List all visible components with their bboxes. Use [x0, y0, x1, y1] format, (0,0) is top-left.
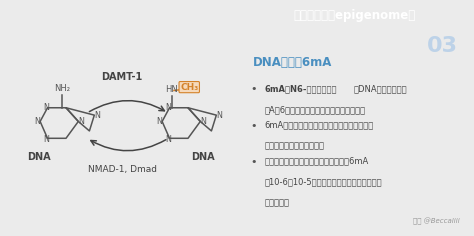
Text: DAMT-1: DAMT-1	[101, 72, 143, 82]
Text: •: •	[251, 157, 257, 167]
Text: 03: 03	[427, 36, 458, 56]
Text: N: N	[34, 117, 40, 126]
Text: 知乎 @Beccaliii: 知乎 @Beccaliii	[413, 218, 460, 225]
Text: •: •	[251, 121, 257, 131]
Text: 主要参与细菌的防御机制。: 主要参与细菌的防御机制。	[264, 142, 324, 151]
Text: NMAD-1, Dmad: NMAD-1, Dmad	[88, 165, 156, 174]
Text: DNA修饰之6mA: DNA修饰之6mA	[253, 56, 332, 69]
Text: 6mA（N6-甲基腺嘌呤）: 6mA（N6-甲基腺嘌呤）	[264, 84, 337, 93]
Text: NH₂: NH₂	[55, 84, 70, 93]
Text: 表观基因组（epigenome）: 表观基因组（epigenome）	[293, 9, 415, 22]
FancyArrowPatch shape	[91, 140, 166, 151]
Text: 育等有关。: 育等有关。	[264, 199, 289, 208]
Text: HN: HN	[165, 85, 178, 94]
Text: N: N	[165, 103, 171, 112]
Text: •: •	[251, 84, 257, 94]
Text: N: N	[94, 111, 100, 120]
Text: DNA: DNA	[191, 152, 215, 162]
Text: CH₃: CH₃	[180, 83, 198, 92]
Text: N: N	[43, 135, 49, 144]
Text: N: N	[43, 103, 49, 112]
Text: 近年来，真核生物中也陆续发现有微量6mA: 近年来，真核生物中也陆续发现有微量6mA	[264, 157, 368, 166]
FancyArrowPatch shape	[89, 101, 164, 112]
Text: 6mA是细菌基因组上最主要的表观修饰之一，: 6mA是细菌基因组上最主要的表观修饰之一，	[264, 121, 374, 130]
Text: N: N	[78, 117, 84, 126]
Text: N: N	[165, 135, 171, 144]
Text: DNA: DNA	[27, 152, 51, 162]
Text: （A）6位氮原子结合一个甲基基团的现象。: （A）6位氮原子结合一个甲基基团的现象。	[264, 105, 365, 114]
Text: （10-6～10-5）的存在，与环境压力、胚胎发: （10-6～10-5）的存在，与环境压力、胚胎发	[264, 178, 382, 187]
Text: ：DNA序列中腺嘌呤: ：DNA序列中腺嘌呤	[353, 84, 407, 93]
Text: N: N	[216, 111, 222, 120]
Text: N: N	[201, 117, 206, 126]
Text: N: N	[156, 117, 162, 126]
